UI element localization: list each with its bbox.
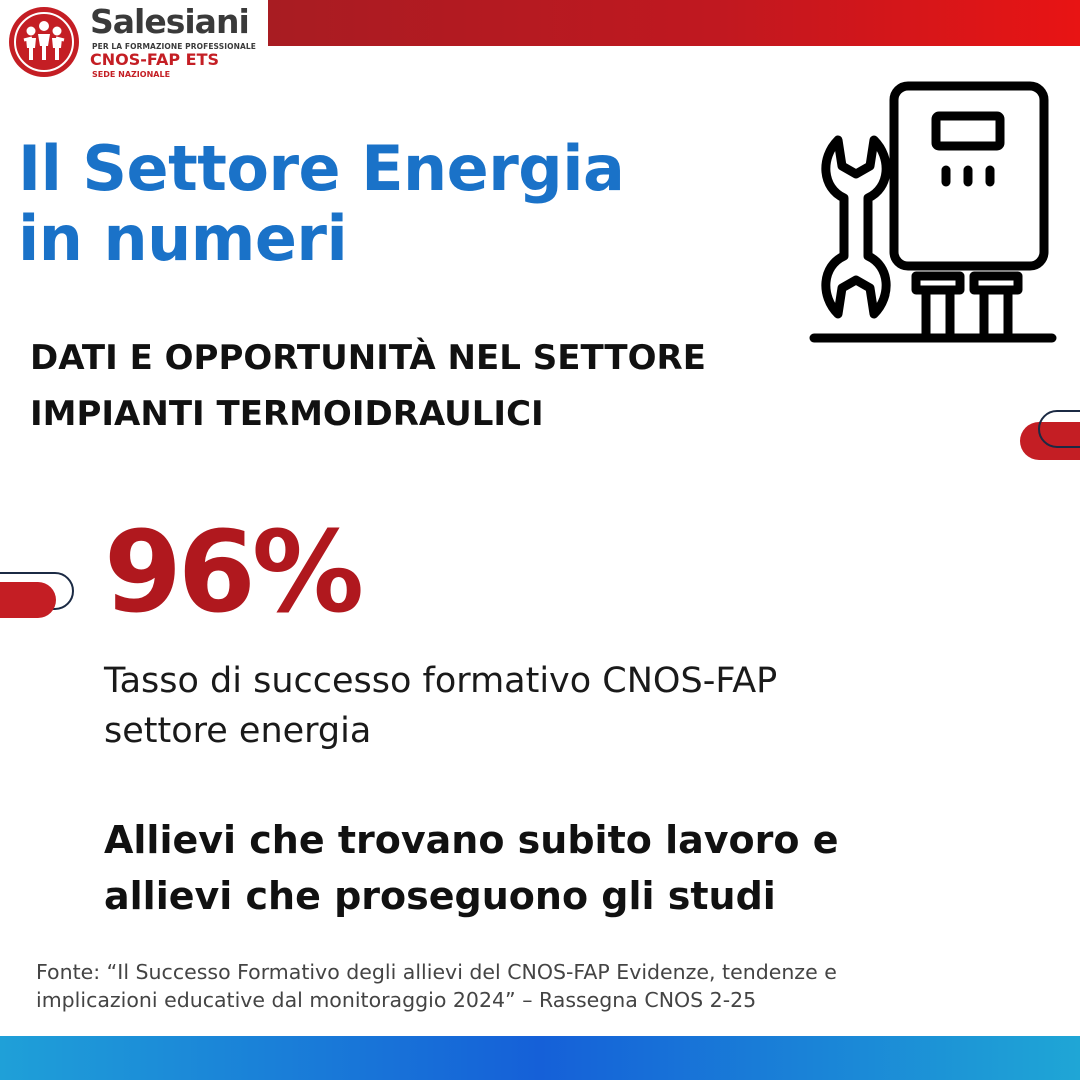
- subtitle-line-1: DATI E OPPORTUNITÀ NEL SETTORE: [30, 338, 706, 378]
- stat-desc-line-2: settore energia: [104, 711, 372, 751]
- highlight-line-2: allievi che proseguono gli studi: [104, 874, 776, 918]
- subtitle-line-2: IMPIANTI TERMOIDRAULICI: [30, 394, 544, 434]
- highlight-line-1: Allievi che trovano subito lavoro e: [104, 818, 839, 862]
- title-line-1: Il Settore Energia: [18, 132, 625, 205]
- brand-org: CNOS-FAP ETS: [90, 50, 220, 69]
- source-line-1: Fonte: “Il Successo Formativo degli alli…: [36, 960, 837, 984]
- decorative-pill-outline-right: [1038, 410, 1080, 448]
- highlight-text: Allievi che trovano subito lavoro e alli…: [104, 812, 924, 924]
- page-title: Il Settore Energia in numeri: [18, 134, 718, 274]
- salesiani-logo-icon: [9, 7, 79, 77]
- top-accent-bar: [268, 0, 1080, 46]
- brand-seat: SEDE NAZIONALE: [92, 70, 171, 79]
- brand-name: Salesiani: [90, 2, 250, 41]
- brand-logo: Salesiani PER LA FORMAZIONE PROFESSIONAL…: [8, 2, 268, 80]
- boiler-wrench-icon: [809, 81, 1057, 343]
- decorative-pill-red-left: [0, 582, 56, 618]
- stat-desc-line-1: Tasso di successo formativo CNOS-FAP: [104, 661, 778, 701]
- stat-value: 96%: [104, 508, 364, 638]
- section-subtitle: DATI E OPPORTUNITÀ NEL SETTORE IMPIANTI …: [30, 330, 810, 442]
- bottom-accent-bar: [0, 1036, 1080, 1080]
- stat-description: Tasso di successo formativo CNOS-FAP set…: [104, 656, 864, 756]
- brand-subtitle: PER LA FORMAZIONE PROFESSIONALE: [92, 42, 256, 51]
- source-line-2: implicazioni educative dal monitoraggio …: [36, 988, 757, 1012]
- source-citation: Fonte: “Il Successo Formativo degli alli…: [36, 958, 1046, 1014]
- title-line-2: in numeri: [18, 202, 348, 275]
